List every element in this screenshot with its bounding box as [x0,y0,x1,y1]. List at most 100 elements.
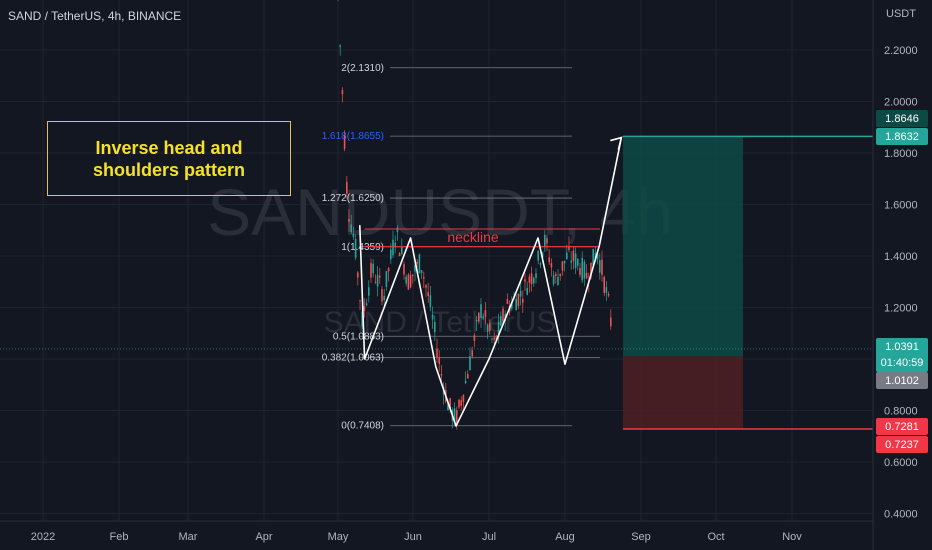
candle-body [348,219,350,222]
candle-body [357,272,359,278]
candle-body [585,272,588,279]
candle-body [561,261,564,271]
x-tick-label: May [328,531,349,543]
candle-body [464,380,467,384]
price-label-badge [876,128,928,145]
candle-body [440,374,443,376]
x-tick-label: Sep [631,531,651,543]
candle-body [497,321,500,335]
price-label-text: 1.8646 [885,113,919,125]
time-axis-bg [0,521,873,550]
candle-body [548,257,550,263]
candle-body [559,273,561,277]
fib-level-label: 1(1.4359) [341,242,384,253]
candle-body [372,263,374,274]
x-tick-label: Mar [179,531,198,543]
candle-body [425,285,427,288]
candle-body [467,374,469,379]
candle-body [434,321,436,333]
candle-body [403,264,405,275]
candle-body [458,399,460,408]
candle-body [394,242,396,246]
candle-body [392,239,394,256]
candle-body [383,295,385,300]
candle-body [379,275,381,278]
fib-level-label: 0.5(1.0883) [333,331,384,342]
candle-body [599,260,601,273]
candle-body [607,293,610,296]
fib-level-label: 2(2.1310) [341,63,384,74]
fib-level-label: 1.272(1.6250) [322,193,384,204]
candle-body [535,273,537,278]
candle-body [478,312,480,322]
pattern-arrowhead [610,136,623,150]
candle-body [596,254,599,260]
candle-body [438,357,440,364]
x-tick-label: Jul [482,531,496,543]
watermark-main: SANDUSDT, 4h [207,175,673,249]
y-tick-label: 1.6000 [884,200,918,212]
x-tick-label: Aug [555,531,575,543]
candle-body [449,398,451,409]
candle-body [482,316,484,319]
symbol-title: SAND / TetherUS, 4h, BINANCE [8,9,182,23]
candle-body [462,394,465,402]
candle-body [530,273,533,285]
candle-body [354,238,357,258]
candle-body [409,274,412,288]
fib-level-label: 0(0.7408) [341,421,384,432]
candle-body [429,295,432,307]
candle-body [546,238,548,244]
candle-body [350,224,352,233]
y-axis-unit: USDT [886,8,916,20]
y-tick-label: 0.8000 [884,406,918,418]
candle-body [473,335,476,341]
x-tick-label: Oct [707,531,724,543]
neckline-label: neckline [447,229,499,245]
candle-body [396,227,399,233]
candle-body [346,181,348,194]
candle-body [537,251,539,261]
x-tick-label: Jun [404,531,422,543]
candle-body [552,275,555,285]
pattern-annotation-box: Inverse head and shoulders pattern [47,121,291,196]
candle-body [387,267,390,272]
candle-body [539,263,542,265]
candle-body [590,262,592,278]
candle-body [361,311,363,327]
fib-level-label: 1.618(1.8655) [322,131,384,142]
candle-body [412,274,414,277]
price-label-countdown: 01:40:59 [881,357,924,369]
price-label-text: 0.7281 [885,421,919,433]
candle-body [420,270,423,273]
candle-body [566,252,568,260]
candle-body [405,276,407,284]
candle-body [511,302,513,309]
candle-body [519,290,522,297]
y-tick-label: 2.2000 [884,45,918,57]
price-label-badge [876,338,928,372]
x-tick-label: Nov [782,531,802,543]
candle-body [528,276,531,283]
price-label-text: 1.0102 [885,375,919,387]
candle-body [610,317,612,327]
price-label-badge [876,436,928,453]
candle-body [416,261,418,264]
price-label-text: 0.7237 [885,439,919,451]
candle-body [491,338,493,340]
candle-body [368,287,370,296]
candle-body [363,306,366,311]
candle-body [453,408,456,423]
candle-body [544,234,546,247]
candle-body [475,319,478,322]
candle-body [502,308,504,322]
fib-level-label: 0.382(1.0063) [322,352,384,363]
candle-body [398,252,401,257]
candle-body [500,315,502,326]
candle-body [385,271,388,288]
candle-body [401,247,403,254]
candle-body [577,258,579,266]
candle-body [572,250,575,262]
candle-body [579,268,581,275]
